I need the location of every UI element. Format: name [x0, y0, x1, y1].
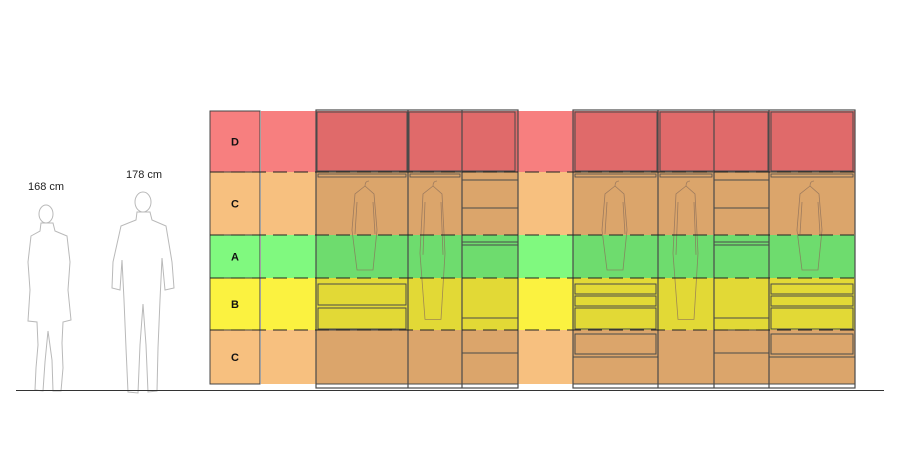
hanging-garments [351, 180, 823, 320]
zone-band [261, 172, 316, 235]
person-178-height-label: 178 cm [126, 169, 163, 181]
person-168-silhouette [27, 204, 72, 392]
hanging-rail [574, 173, 657, 178]
coat-outline [419, 180, 446, 320]
unit-drawer [317, 307, 407, 330]
top-compartment [659, 111, 769, 172]
unit-drawer [770, 295, 854, 307]
unit-drawer [770, 307, 854, 330]
zone-legend-cell [209, 110, 261, 173]
wardrobe-unit [572, 109, 856, 389]
zone-legend-column: D C A B C [209, 110, 261, 385]
hanging-rail [409, 173, 461, 178]
zone-band [518, 330, 573, 384]
hanging-rail [770, 173, 854, 178]
zone-letter-label: A [231, 252, 239, 264]
unit-drawer [574, 307, 657, 330]
unit-drawer [317, 283, 407, 306]
zone-dividers [210, 171, 855, 331]
top-compartment [408, 111, 516, 172]
zone-legend-cell [209, 234, 261, 279]
zone-letter-label: B [231, 299, 239, 311]
zone-band [261, 235, 316, 278]
zone-legend-cell [209, 329, 261, 385]
top-compartment [770, 111, 854, 172]
coat-outline [601, 180, 628, 271]
unit-drawer [574, 295, 657, 307]
person-178-silhouette [111, 191, 175, 394]
hanging-rail [317, 173, 407, 178]
zone-band [261, 278, 316, 330]
unit-zone-fill [316, 330, 518, 384]
top-compartment [574, 111, 658, 172]
coat-outline [351, 180, 378, 271]
zone-band [518, 111, 573, 172]
zone-letter-label: C [231, 199, 239, 211]
zone-letter-label: C [231, 352, 239, 364]
person-168-height-label: 168 cm [28, 181, 65, 193]
wardrobe-unit [315, 109, 519, 389]
unit-frame [315, 109, 519, 389]
unit-zone-fill [316, 111, 518, 172]
zone-band [261, 330, 316, 384]
coat-outline [796, 180, 823, 271]
coat-outline [672, 180, 699, 320]
unit-drawer [770, 283, 854, 295]
zone-band [518, 172, 573, 235]
top-compartment [316, 111, 408, 172]
wardrobe-units [315, 109, 856, 389]
zone-band [518, 235, 573, 278]
zone-band [261, 111, 316, 172]
unit-zone-fill [316, 278, 518, 330]
zone-band [518, 278, 573, 330]
unit-zone-fill [316, 172, 518, 235]
hanging-rail [659, 173, 713, 178]
zone-letter-label: D [231, 137, 239, 149]
zone-bands [261, 111, 573, 384]
unit-drawer [574, 283, 657, 295]
unit-drawer [770, 333, 854, 355]
unit-drawer [574, 333, 657, 355]
